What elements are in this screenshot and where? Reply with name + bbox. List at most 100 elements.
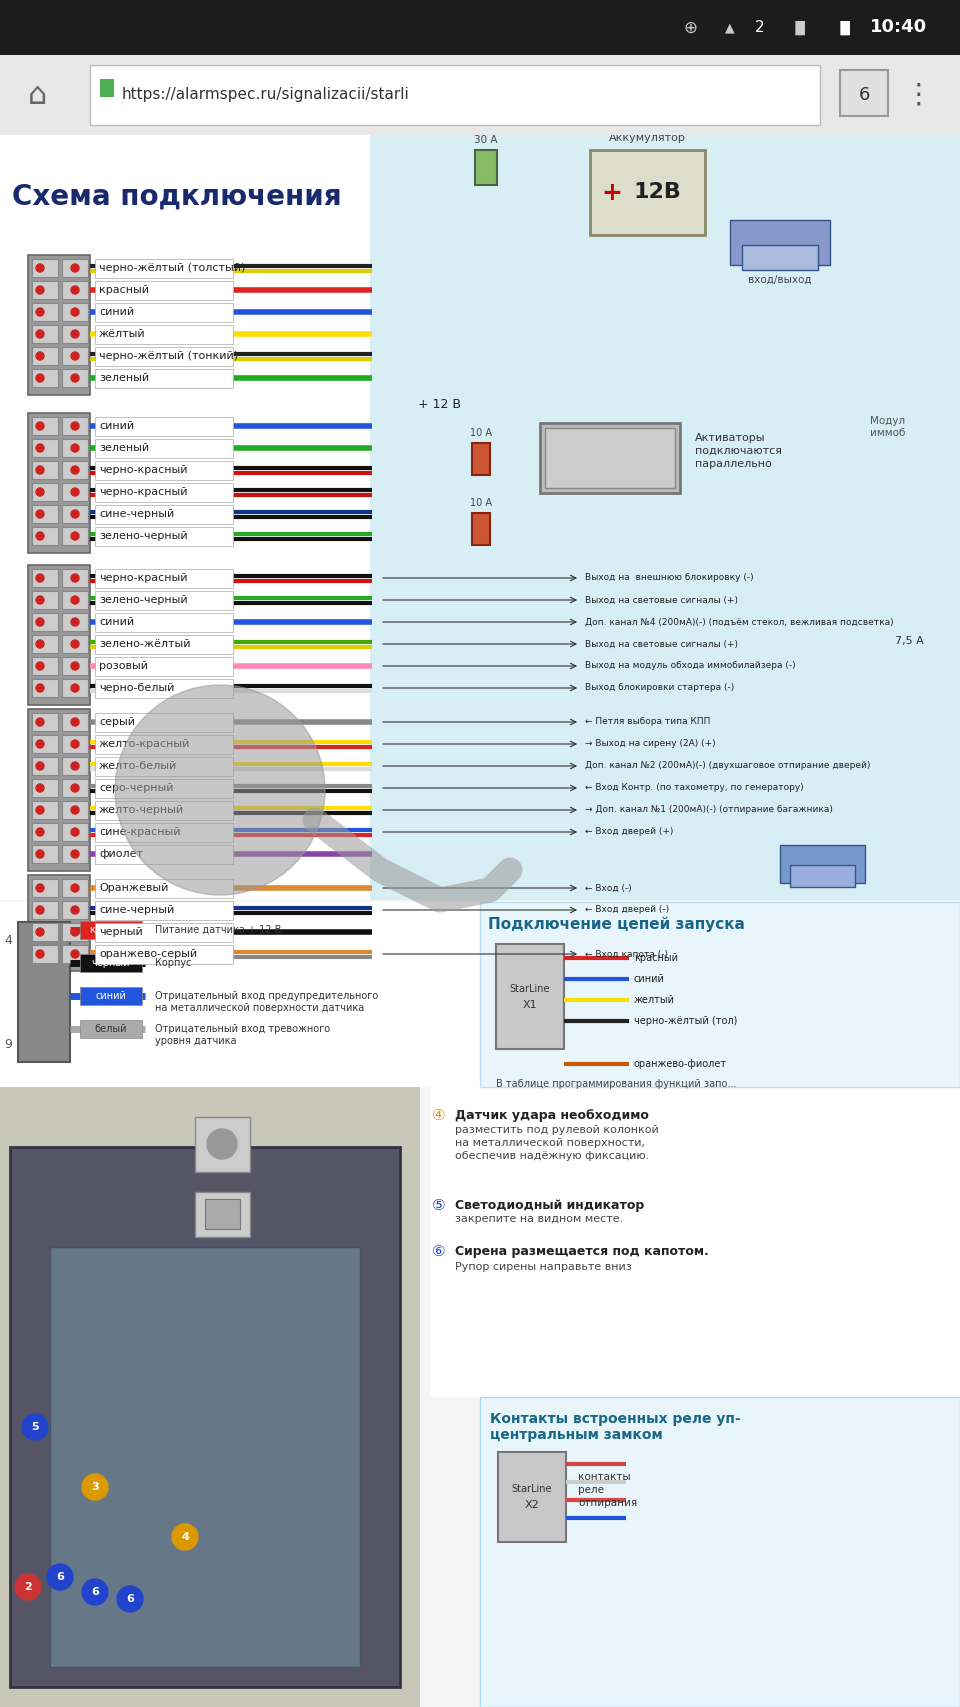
Text: обеспечив надёжную фиксацию.: обеспечив надёжную фиксацию.	[455, 1151, 649, 1161]
Text: зеленый: зеленый	[99, 444, 149, 452]
Bar	[95, 901, 233, 920]
Circle shape	[36, 329, 44, 338]
Bar	[62, 483, 88, 500]
Text: на металлической поверхности,: на металлической поверхности,	[455, 1139, 645, 1149]
Text: 4: 4	[181, 1531, 189, 1541]
Text: черно-белый: черно-белый	[99, 683, 175, 693]
Bar	[430, 1087, 960, 1396]
Circle shape	[36, 618, 44, 626]
Bar	[10, 1147, 400, 1687]
Text: ← Вход (-): ← Вход (-)	[585, 884, 632, 893]
Circle shape	[36, 352, 44, 360]
Bar	[32, 591, 58, 609]
Bar	[62, 527, 88, 545]
Text: разместить под рулевой колонкой: разместить под рулевой колонкой	[455, 1125, 659, 1135]
Circle shape	[71, 352, 79, 360]
Bar	[32, 417, 58, 435]
Bar	[95, 280, 233, 299]
Text: 4: 4	[4, 934, 12, 946]
Bar	[62, 439, 88, 457]
Bar	[32, 778, 58, 797]
Text: Отрицательный вход предупредительного: Отрицательный вход предупредительного	[155, 992, 378, 1000]
Bar	[780, 845, 865, 883]
Text: → Доп. канал №1 (200мА)(-) (отпирание багажника): → Доп. канал №1 (200мА)(-) (отпирание ба…	[585, 806, 833, 814]
Text: черно-красный: черно-красный	[99, 574, 187, 584]
Bar	[32, 923, 58, 941]
Circle shape	[36, 466, 44, 475]
Text: ⊕: ⊕	[684, 19, 697, 36]
Circle shape	[71, 640, 79, 649]
Text: Выход на световые сигналы (+): Выход на световые сигналы (+)	[585, 596, 738, 604]
Text: закрепите на видном месте.: закрепите на видном месте.	[455, 1214, 623, 1224]
Circle shape	[71, 784, 79, 792]
Text: 12В: 12В	[634, 183, 682, 203]
Text: Доп. канал №2 (200мА)(-) (двухшаговое отпирание дверей): Доп. канал №2 (200мА)(-) (двухшаговое от…	[585, 761, 871, 770]
Text: серый: серый	[99, 717, 135, 727]
Bar	[32, 324, 58, 343]
Bar	[0, 1087, 420, 1707]
Bar	[62, 778, 88, 797]
Text: желтый: желтый	[634, 995, 675, 1005]
Circle shape	[71, 596, 79, 604]
Circle shape	[71, 951, 79, 958]
Bar	[62, 923, 88, 941]
Text: синий: синий	[99, 422, 134, 430]
Circle shape	[71, 884, 79, 893]
Text: черно-красный: черно-красный	[99, 486, 187, 497]
Text: Контакты встроенных реле уп-: Контакты встроенных реле уп-	[490, 1412, 740, 1425]
Bar	[95, 635, 233, 654]
Text: 3: 3	[91, 1482, 99, 1492]
Bar	[95, 417, 233, 435]
Text: 6: 6	[858, 85, 870, 104]
Text: Оранжевый: Оранжевый	[99, 883, 168, 893]
Text: 2: 2	[756, 20, 765, 36]
Circle shape	[36, 929, 44, 935]
Bar	[90, 65, 820, 125]
Bar	[95, 591, 233, 609]
Circle shape	[71, 906, 79, 913]
Circle shape	[71, 287, 79, 294]
Bar	[32, 259, 58, 277]
Circle shape	[71, 422, 79, 430]
Bar	[95, 526, 233, 546]
Text: ← Вход капота (-): ← Вход капота (-)	[585, 949, 668, 959]
Bar	[32, 845, 58, 864]
Bar	[472, 514, 490, 545]
Circle shape	[71, 329, 79, 338]
Circle shape	[36, 510, 44, 517]
Circle shape	[71, 761, 79, 770]
Bar	[95, 302, 233, 321]
Circle shape	[36, 719, 44, 725]
Bar	[32, 635, 58, 654]
Text: подключаются: подключаются	[695, 446, 782, 456]
Bar	[480, 901, 960, 1087]
Circle shape	[47, 1564, 73, 1589]
Text: ← Петля выбора типа КПП: ← Петля выбора типа КПП	[585, 717, 710, 727]
Circle shape	[71, 719, 79, 725]
Text: черно-красный: черно-красный	[99, 464, 187, 475]
Circle shape	[71, 662, 79, 671]
Text: черно-жёлтый (толстый): черно-жёлтый (толстый)	[99, 263, 246, 273]
Bar	[62, 282, 88, 299]
Bar	[28, 565, 90, 705]
Bar	[32, 347, 58, 365]
Text: ⌂: ⌂	[28, 80, 48, 109]
Circle shape	[36, 761, 44, 770]
Text: Доп. канал №4 (200мА)(-) (подъём стекол, вежливая подсветка): Доп. канал №4 (200мА)(-) (подъём стекол,…	[585, 618, 894, 626]
Text: Выход блокировки стартера (-): Выход блокировки стартера (-)	[585, 683, 734, 693]
Text: фиолет: фиолет	[99, 848, 143, 859]
Text: 5: 5	[31, 1422, 38, 1432]
Text: красный: красный	[634, 953, 678, 963]
Bar	[790, 865, 855, 888]
Bar	[32, 657, 58, 674]
Text: Корпус: Корпус	[155, 958, 191, 968]
Text: черно-жёлтый (тол): черно-жёлтый (тол)	[634, 1016, 737, 1026]
Bar	[32, 369, 58, 387]
Bar	[195, 1116, 250, 1173]
Text: ▐▌: ▐▌	[789, 20, 810, 34]
Text: Аккумулятор: Аккумулятор	[609, 133, 686, 143]
Text: 10:40: 10:40	[870, 19, 927, 36]
Circle shape	[71, 466, 79, 475]
Bar	[742, 246, 818, 270]
Text: черный: черный	[99, 927, 143, 937]
